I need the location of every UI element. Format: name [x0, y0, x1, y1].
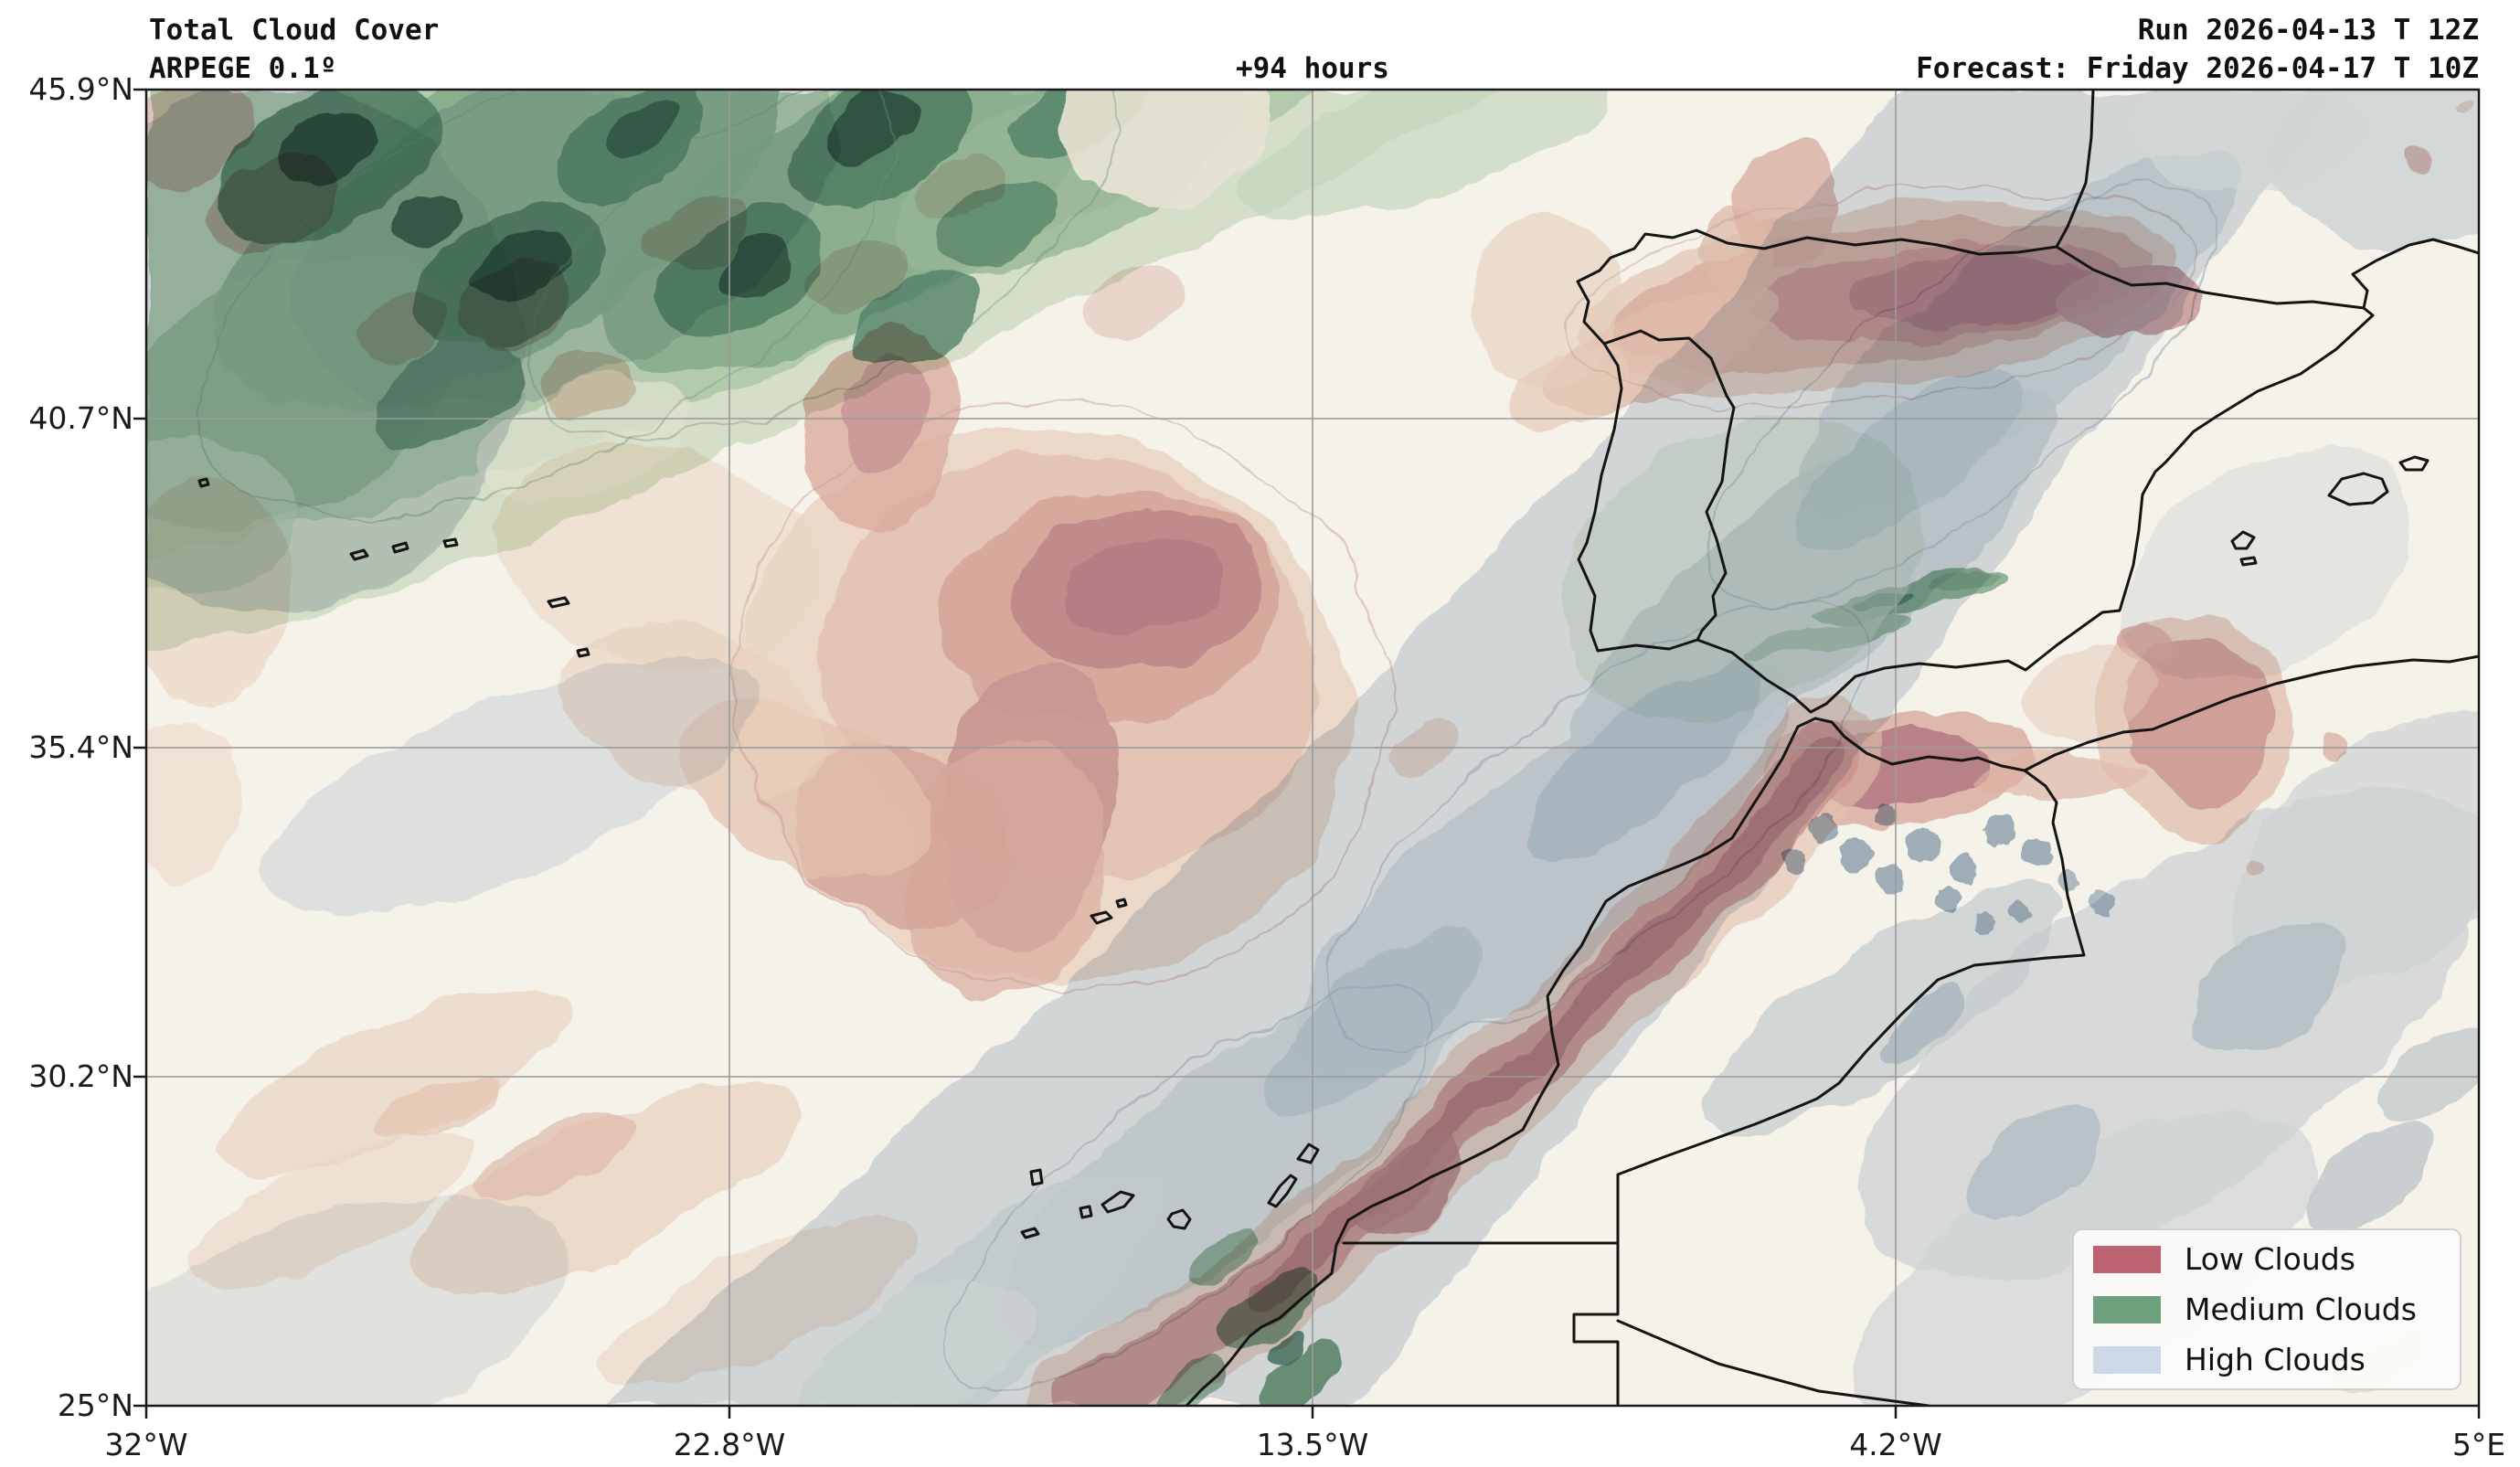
legend-label-low-clouds: Low Clouds [2185, 1241, 2355, 1277]
low-clouds-layer [146, 90, 2477, 1406]
morocco-algeria-border [1342, 769, 2086, 1245]
africa-mediterranean-coastline [1796, 654, 2479, 772]
high-clouds-swatch [2093, 1346, 2161, 1374]
legend-item-high-clouds: High Clouds [2093, 1342, 2366, 1377]
africa-atlantic-coastline [1185, 725, 1800, 1406]
legend-item-medium-clouds: Medium Clouds [2093, 1292, 2417, 1327]
legend-label-high-clouds: High Clouds [2185, 1342, 2366, 1377]
run-timestamp: Run 2026-04-13 T 12Z [2138, 14, 2479, 47]
map-area [146, 90, 2479, 1406]
legend-label-medium-clouds: Medium Clouds [2185, 1292, 2417, 1327]
legend: Low Clouds Medium Clouds High Clouds [2072, 1228, 2462, 1390]
mauritania-algeria-border [1616, 1319, 1930, 1406]
x-tick-label: 13.5°W [1257, 1427, 1369, 1462]
iberia-france-coastline [1576, 90, 2479, 714]
y-tick-label: 35.4°N [28, 729, 133, 765]
legend-box [2072, 1228, 2462, 1390]
coastlines [197, 90, 2479, 1406]
chart-title: Total Cloud Cover [149, 14, 439, 47]
islands-outlines [197, 455, 2430, 1239]
medium-clouds-layer [146, 90, 2428, 1406]
y-tick-label: 25°N [58, 1387, 133, 1423]
x-tick-label: 5°E [2452, 1427, 2505, 1462]
model-label: ARPEGE 0.1º [149, 52, 336, 85]
medium-clouds-swatch [2093, 1296, 2161, 1323]
y-axis-tick-labels: 45.9°N 40.7°N 35.4°N 30.2°N 25°N [28, 71, 133, 1423]
portugal-spain-border [1602, 329, 1736, 642]
y-tick-label: 45.9°N [28, 71, 133, 107]
y-tick-label: 30.2°N [28, 1058, 133, 1094]
pyrenees-border [2055, 245, 2366, 310]
lead-time-label: +94 hours [1236, 52, 1389, 85]
gridlines [146, 90, 2479, 1406]
legend-item-low-clouds: Low Clouds [2093, 1241, 2355, 1277]
forecast-timestamp: Forecast: Friday 2026-04-17 T 10Z [1916, 52, 2479, 85]
x-tick-label: 22.8°W [674, 1427, 786, 1462]
x-tick-label: 32°W [104, 1427, 187, 1462]
low-clouds-swatch [2093, 1246, 2161, 1273]
western-sahara-border [1572, 1241, 1620, 1406]
x-tick-label: 4.2°W [1849, 1427, 1942, 1462]
y-tick-label: 40.7°N [28, 400, 133, 436]
x-axis-tick-labels: 32°W 22.8°W 13.5°W 4.2°W 5°E [104, 1427, 2505, 1462]
axis-ticks [133, 88, 2481, 1419]
